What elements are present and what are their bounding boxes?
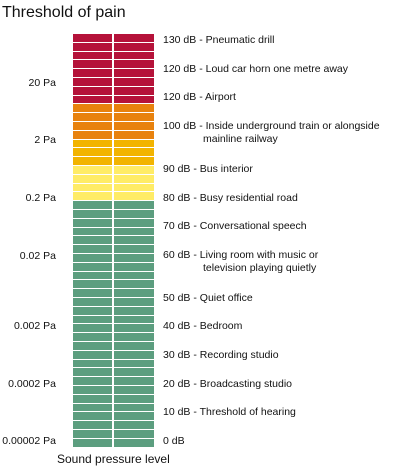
bar-segment	[73, 183, 154, 192]
decibel-label: 30 dB - Recording studio	[163, 349, 279, 362]
bar-segment	[73, 245, 154, 253]
bar-segment	[73, 386, 154, 394]
bar-segment	[73, 113, 154, 121]
bar-segment	[73, 51, 154, 60]
decibel-label-line: 100 dB - Inside underground train or alo…	[163, 120, 380, 132]
bar-segment	[73, 139, 154, 148]
bar-segment	[73, 254, 154, 262]
bar-segment	[73, 227, 154, 236]
bar-segment	[73, 104, 154, 113]
pascal-label: 0.02 Pa	[19, 250, 56, 262]
bar-segment	[73, 262, 154, 271]
bar-segment	[73, 412, 154, 421]
bar-segment	[73, 201, 154, 209]
bar-segment	[73, 130, 154, 139]
bar-segment	[73, 289, 154, 297]
decibel-label: 10 dB - Threshold of hearing	[163, 406, 296, 419]
decibel-label: 50 dB - Quiet office	[163, 292, 253, 305]
decibel-label: 100 dB - Inside underground train or alo…	[163, 120, 380, 146]
bar-segment	[73, 218, 154, 227]
bar-segment	[73, 86, 154, 95]
pascal-label: 0.0002 Pa	[8, 378, 56, 390]
bar-segment	[73, 377, 154, 385]
diagram-title: Threshold of pain	[2, 4, 126, 21]
bar-segment	[73, 342, 154, 350]
axis-caption: Sound pressure level	[57, 452, 170, 466]
decibel-label-line: 50 dB - Quiet office	[163, 292, 253, 304]
decibel-label-line: 20 dB - Broadcasting studio	[163, 378, 292, 390]
decibel-label: 0 dB	[163, 435, 185, 448]
bar-segment	[73, 403, 154, 412]
decibel-label-line: 10 dB - Threshold of hearing	[163, 406, 296, 418]
bar-segment	[73, 174, 154, 183]
bar-segment	[73, 60, 154, 69]
decibel-label-line: 120 dB - Loud car horn one metre away	[163, 63, 349, 75]
bar-segment	[73, 148, 154, 157]
pascal-label: 2 Pa	[34, 134, 56, 146]
bar-segment	[73, 192, 154, 201]
decibel-label-line: television playing quietly	[203, 262, 317, 274]
bar-segment	[73, 333, 154, 341]
decibel-label: 130 dB - Pneumatic drill	[163, 34, 274, 47]
decibel-label: 70 dB - Conversational speech	[163, 220, 307, 233]
bar-segment	[73, 298, 154, 306]
decibel-label: 20 dB - Broadcasting studio	[163, 378, 292, 391]
bar-segment	[73, 315, 154, 324]
decibel-label-line: 80 dB - Busy residential road	[163, 192, 298, 204]
bar-segment	[73, 236, 154, 245]
pascal-label: 0.00002 Pa	[2, 435, 56, 447]
decibel-label: 120 dB - Loud car horn one metre away	[163, 63, 348, 76]
pascal-label: 0.002 Pa	[13, 320, 56, 332]
bar-segment	[73, 42, 154, 51]
bar-segment	[73, 157, 154, 165]
bar-segment	[73, 438, 154, 447]
decibel-label: 40 dB - Bedroom	[163, 320, 242, 333]
bar-segment	[73, 359, 154, 368]
bar-segment	[73, 430, 154, 438]
bar-segment	[73, 166, 154, 174]
decibel-label: 60 dB - Living room with music or televis…	[163, 249, 318, 275]
decibel-label-line: 130 dB - Pneumatic drill	[163, 34, 275, 46]
bar-segment	[73, 69, 154, 77]
pascal-label: 0.2 Pa	[25, 192, 56, 204]
bar-segment	[73, 78, 154, 86]
pascal-label: 20 Pa	[28, 77, 56, 89]
decibel-label: 90 dB - Bus interior	[163, 163, 253, 176]
decibel-label-line: 30 dB - Recording studio	[163, 349, 279, 361]
decibel-label: 80 dB - Busy residential road	[163, 192, 298, 205]
decibel-label-line: 90 dB - Bus interior	[163, 163, 253, 175]
decibel-label: 120 dB - Airport	[163, 91, 236, 104]
decibel-label-line: 60 dB - Living room with music or	[163, 249, 319, 261]
sound-level-bar	[73, 34, 154, 447]
bar-segment	[73, 350, 154, 359]
bar-segment	[73, 95, 154, 104]
bar-segment	[73, 210, 154, 218]
bar-segment	[73, 421, 154, 429]
decibel-label-line: 70 dB - Conversational speech	[163, 220, 307, 232]
bar-segment	[73, 324, 154, 333]
decibel-label-line: 0 dB	[163, 435, 185, 447]
bar-segment	[73, 122, 154, 130]
bar-segment	[73, 394, 154, 403]
bar-segment	[73, 306, 154, 315]
decibel-label-line: 120 dB - Airport	[163, 91, 236, 103]
bar-segment	[73, 280, 154, 289]
bar-segment	[73, 34, 154, 42]
bar-segment	[73, 271, 154, 280]
decibel-label-line: mainline railway	[203, 133, 278, 145]
decibel-label-line: 40 dB - Bedroom	[163, 320, 243, 332]
bar-segment	[73, 368, 154, 377]
